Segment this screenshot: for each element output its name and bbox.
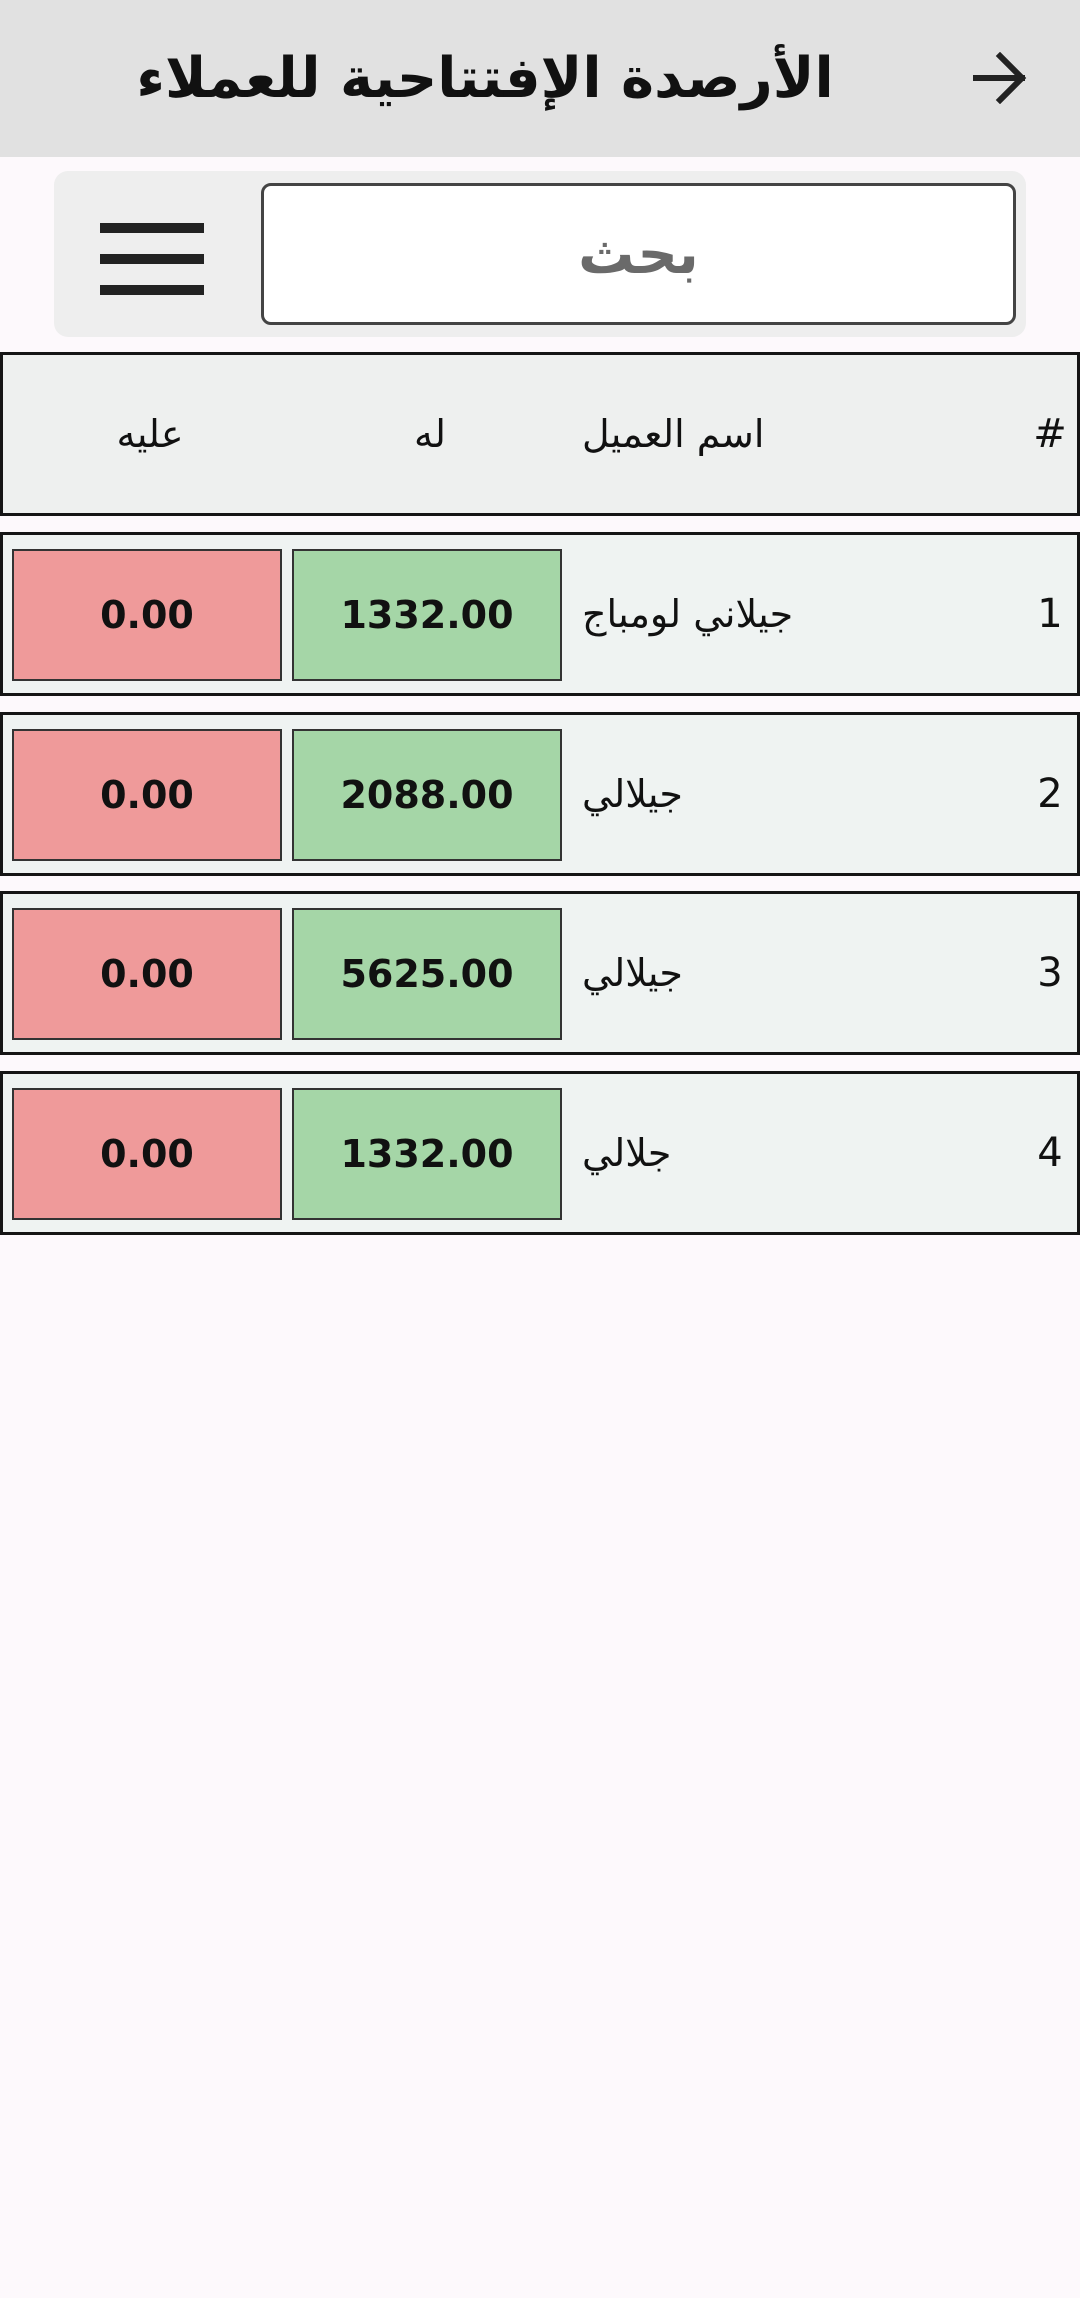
row-index: 2 [1037, 771, 1063, 817]
row-credit-value: 2088.00 [292, 729, 562, 861]
arrow-right-icon [973, 52, 1027, 104]
row-customer-name: جيلاني لومباج [582, 592, 794, 636]
row-credit-value: 5625.00 [292, 908, 562, 1040]
row-customer-name: جيلالي [582, 772, 683, 816]
row-index: 4 [1037, 1130, 1063, 1176]
table-row[interactable]: 4 جلالي 1332.00 0.00 [0, 1071, 1080, 1235]
row-customer-name: جيلالي [582, 951, 683, 995]
row-credit-value: 1332.00 [292, 549, 562, 681]
table-row[interactable]: 2 جيلالي 2088.00 0.00 [0, 712, 1080, 876]
row-debit-value: 0.00 [12, 549, 282, 681]
hamburger-menu-icon[interactable] [100, 223, 204, 295]
table-header: # اسم العميل له عليه [0, 352, 1080, 516]
header-name: اسم العميل [582, 412, 765, 456]
row-customer-name: جلالي [582, 1131, 672, 1175]
app-header: الأرصدة الإفتتاحية للعملاء [0, 0, 1080, 157]
page-title: الأرصدة الإفتتاحية للعملاء [136, 46, 834, 111]
row-credit-value: 1332.00 [292, 1088, 562, 1220]
row-index: 3 [1037, 950, 1063, 996]
row-debit-value: 0.00 [12, 729, 282, 861]
search-input[interactable] [261, 183, 1016, 325]
row-debit-value: 0.00 [12, 908, 282, 1040]
header-debit: عليه [116, 412, 184, 456]
table-row[interactable]: 1 جيلاني لومباج 1332.00 0.00 [0, 532, 1080, 696]
table-row[interactable]: 3 جيلالي 5625.00 0.00 [0, 891, 1080, 1055]
search-bar [54, 171, 1026, 337]
header-credit: له [414, 412, 446, 456]
back-button[interactable] [960, 40, 1040, 116]
row-index: 1 [1037, 591, 1063, 637]
header-index: # [1033, 411, 1067, 457]
row-debit-value: 0.00 [12, 1088, 282, 1220]
